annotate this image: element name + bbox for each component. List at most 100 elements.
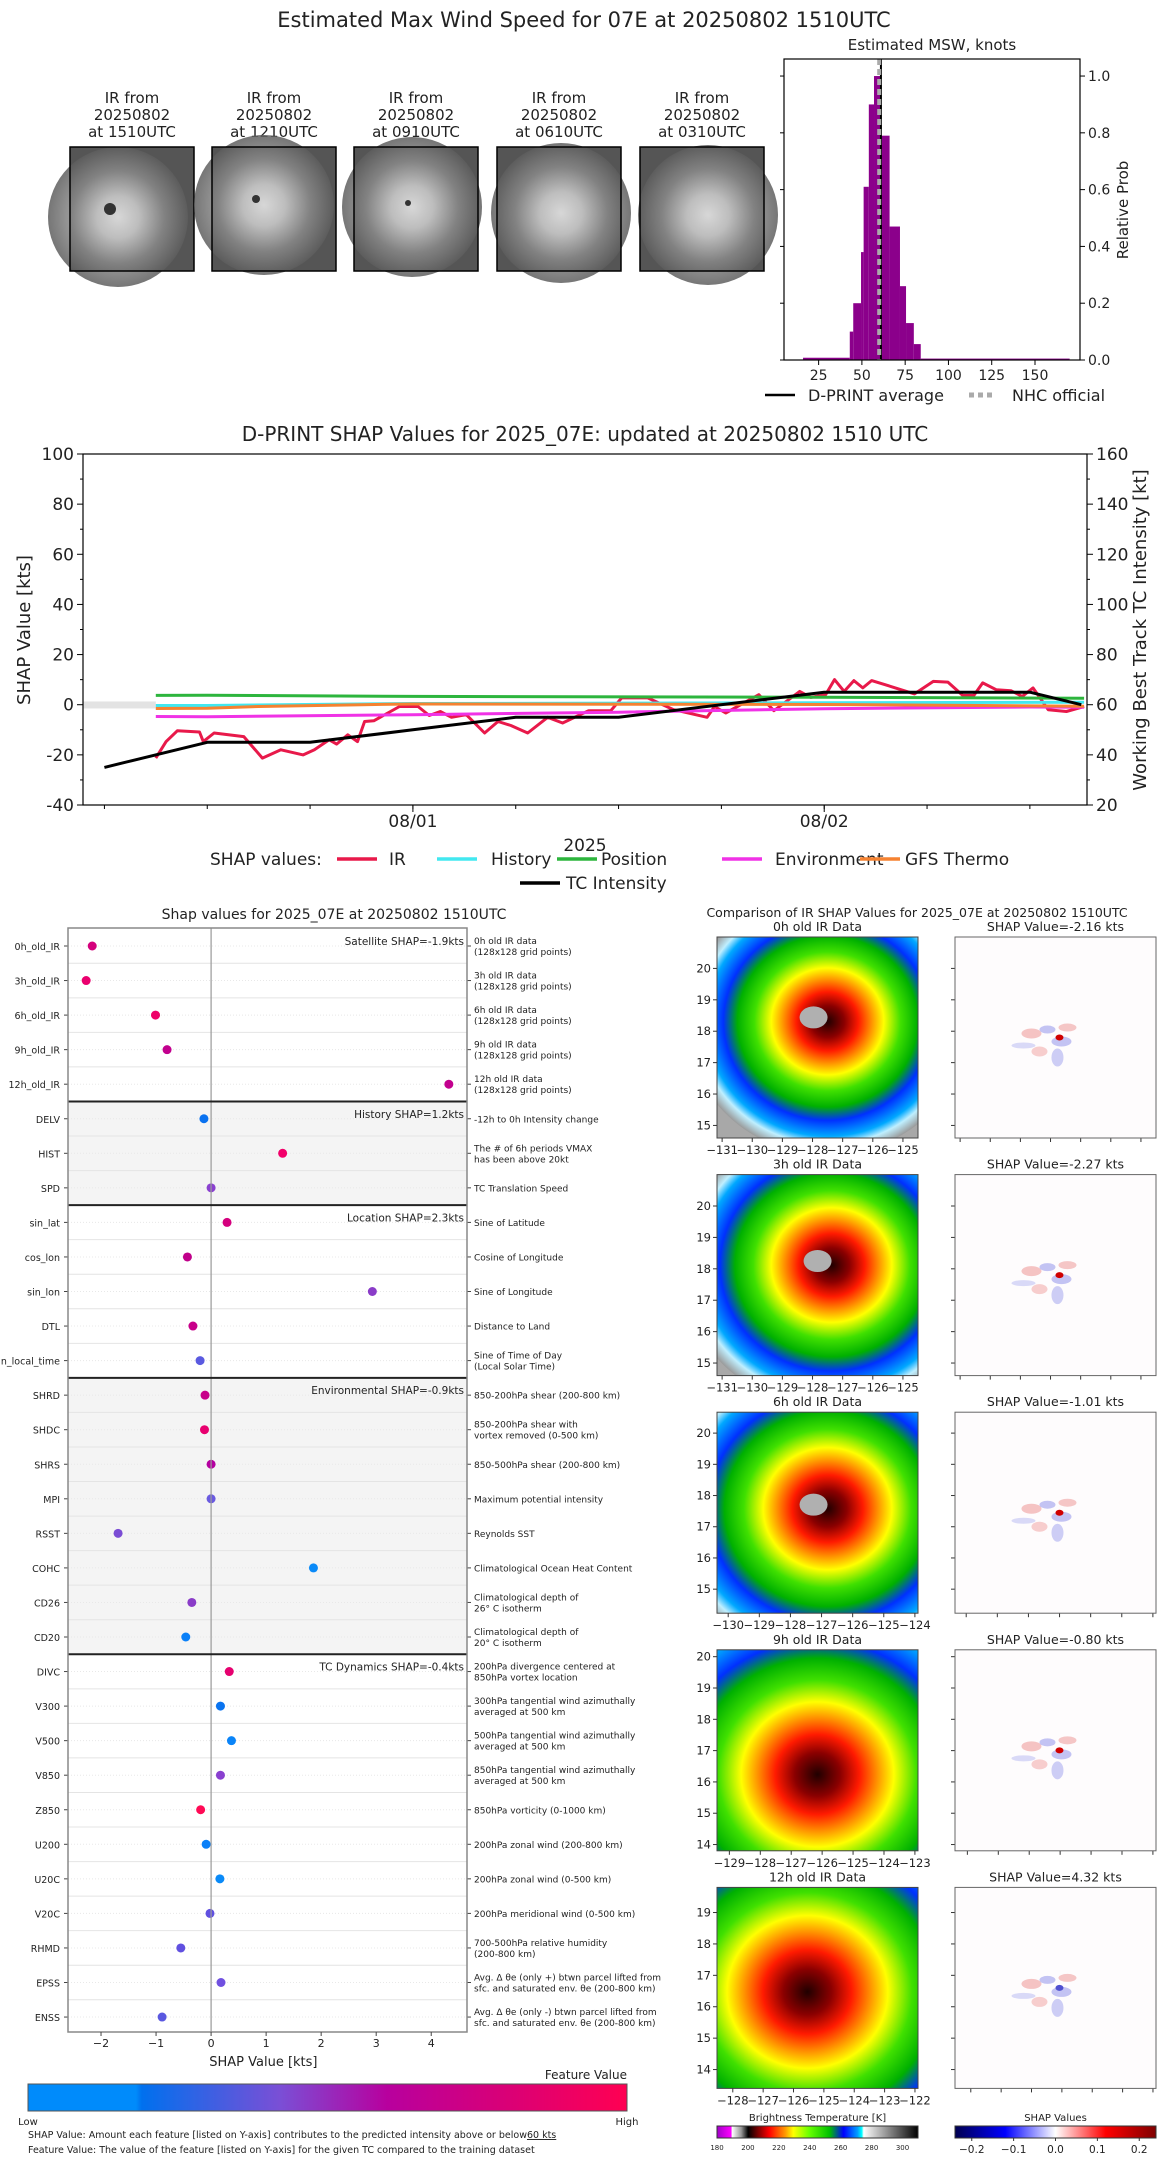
feature-name: RSST bbox=[36, 1529, 61, 1540]
feature-description: Distance to Land bbox=[474, 1323, 550, 1333]
feature-description: (Local Solar Time) bbox=[474, 1363, 555, 1373]
feature-description: 200hPa zonal wind (200-800 km) bbox=[474, 1841, 623, 1851]
feature-shap-point bbox=[151, 1010, 161, 1020]
feature-description: 850hPa tangential wind azimuthally bbox=[474, 1766, 636, 1776]
thumbnail-label: 20250802 bbox=[664, 106, 740, 124]
longitude-tick-label: −128 bbox=[744, 1856, 776, 1870]
latitude-tick-label: 19 bbox=[696, 1681, 711, 1695]
storm-cloud bbox=[342, 137, 482, 277]
y-tick-label: 80 bbox=[52, 495, 74, 515]
longitude-tick-label: −126 bbox=[857, 1381, 889, 1395]
series-line-tc-intensity bbox=[104, 690, 1082, 769]
longitude-tick-label: −131 bbox=[706, 1381, 738, 1395]
shap-blob bbox=[1021, 1741, 1042, 1752]
feature-shap-point bbox=[200, 1390, 210, 1400]
longitude-tick-label: −125 bbox=[887, 1143, 919, 1157]
feature-name: sin_lon bbox=[27, 1288, 60, 1299]
feature-description: Reynolds SST bbox=[474, 1530, 535, 1540]
feature-name: CD26 bbox=[34, 1598, 60, 1609]
ir-panel-title: 6h old IR Data bbox=[773, 1394, 862, 1409]
shap-blob bbox=[1021, 1266, 1042, 1277]
feature-name: V850 bbox=[35, 1771, 60, 1782]
shap-blob bbox=[1051, 1761, 1064, 1780]
feature-description: 850hPa vortex location bbox=[474, 1674, 578, 1684]
feature-shap-point bbox=[205, 1908, 215, 1918]
storm-cloud bbox=[48, 147, 188, 287]
feature-name: SPD bbox=[41, 1184, 60, 1195]
histogram-chart: Estimated MSW, knots 25 50 75 100 125 150 0.0 0.… bbox=[765, 36, 1132, 405]
feature-description: 300hPa tangential wind azimuthally bbox=[474, 1697, 636, 1707]
feature-description: 850hPa vorticity (0-1000 km) bbox=[474, 1806, 606, 1816]
feature-description: (128x128 grid points) bbox=[474, 1052, 572, 1062]
shap-blob bbox=[1058, 1261, 1077, 1270]
x-tick-label: 08/02 bbox=[800, 812, 849, 832]
shap-blob bbox=[1011, 1042, 1036, 1049]
ir-panel-4: 12h old IR Data SHAP Value=4.32 kts 14 15 16… bbox=[696, 1869, 1157, 2107]
feature-shap-point bbox=[308, 1563, 318, 1573]
storm-cloud bbox=[194, 135, 334, 275]
x-tick-label: 25 bbox=[810, 368, 828, 384]
y-tick-label: 100 bbox=[42, 445, 74, 465]
y-tick-label: 20 bbox=[52, 646, 74, 666]
footnote-feature-value: Feature Value: The value of the feature … bbox=[28, 2145, 535, 2156]
timeseries-title: D-PRINT SHAP Values for 2025_07E: update… bbox=[242, 422, 929, 446]
feature-shap-point bbox=[367, 1287, 377, 1296]
feature-name: RHMD bbox=[31, 1944, 60, 1955]
longitude-tick-label: −125 bbox=[837, 1856, 869, 1870]
feature-description: 850-200hPa shear (200-800 km) bbox=[474, 1392, 620, 1402]
thumbnail-label: IR from bbox=[532, 89, 587, 107]
x-tick-label: 50 bbox=[853, 368, 871, 384]
shap-tick-label: 0.0 bbox=[1047, 2144, 1064, 2156]
longitude-tick-label: −126 bbox=[806, 1856, 838, 1870]
shap-blob bbox=[1051, 1998, 1064, 2017]
feature-shap-point bbox=[222, 1217, 232, 1227]
feature-description: 6h old IR data bbox=[474, 1006, 537, 1016]
latitude-tick-label: 17 bbox=[696, 1744, 711, 1758]
thumbnail-label: 20250802 bbox=[236, 106, 312, 124]
shap-blob bbox=[1011, 1280, 1036, 1287]
feature-description: 850-200hPa shear with bbox=[474, 1421, 578, 1431]
longitude-tick-label: −127 bbox=[775, 1856, 807, 1870]
longitude-tick-label: −128 bbox=[797, 1143, 829, 1157]
feature-name: 9h_old_IR bbox=[15, 1046, 61, 1057]
feature-description: -12h to 0h Intensity change bbox=[474, 1115, 599, 1125]
latitude-tick-label: 15 bbox=[696, 1118, 711, 1132]
shap-tick-label: 0.2 bbox=[1131, 2144, 1148, 2156]
feature-name: V20C bbox=[35, 1909, 61, 1920]
legend-title: SHAP values: bbox=[210, 850, 322, 870]
feature-name: U20C bbox=[34, 1875, 60, 1886]
legend-nhc-label: NHC official bbox=[1012, 386, 1105, 405]
longitude-tick-label: −129 bbox=[767, 1381, 799, 1395]
feature-name: SHDC bbox=[33, 1426, 60, 1437]
histogram-ylabel: Relative Prob bbox=[1114, 161, 1132, 260]
shap-panel-frame bbox=[954, 1174, 1157, 1377]
y-tick-label: 60 bbox=[52, 545, 74, 565]
longitude-tick-label: −127 bbox=[827, 1381, 859, 1395]
feature-shap-point bbox=[182, 1252, 192, 1262]
feature-shap-point bbox=[216, 1978, 226, 1987]
longitude-tick-label: −128 bbox=[797, 1381, 829, 1395]
shap-panel-frame bbox=[954, 936, 1157, 1139]
y2-tick-label: 20 bbox=[1096, 796, 1118, 816]
feature-description: The # of 6h periods VMAX bbox=[473, 1144, 592, 1154]
shap-attribution-map bbox=[955, 1649, 1156, 1851]
ir-brightness-image bbox=[717, 1887, 918, 2089]
histogram-bar bbox=[880, 135, 890, 360]
histogram-bar bbox=[803, 357, 850, 360]
storm-cloud bbox=[491, 143, 631, 283]
latitude-tick-label: 14 bbox=[696, 2063, 711, 2077]
thumbnail-label: 20250802 bbox=[378, 106, 454, 124]
series-line-position bbox=[155, 693, 1085, 700]
feature-shap-point bbox=[278, 1148, 288, 1158]
thumbnail-label: IR from bbox=[389, 89, 444, 107]
feature-description: (128x128 grid points) bbox=[474, 948, 572, 958]
x-tick-label: −1 bbox=[148, 2037, 164, 2050]
feature-shap-point bbox=[187, 1597, 197, 1607]
latitude-tick-label: 16 bbox=[696, 1551, 711, 1565]
feature-description: averaged at 500 km bbox=[474, 1708, 565, 1718]
longitude-tick-label: −124 bbox=[899, 1618, 931, 1632]
y-tick-label: 1.0 bbox=[1088, 69, 1110, 85]
shap-blob bbox=[1039, 1263, 1056, 1272]
y2-tick-label: 100 bbox=[1096, 595, 1128, 615]
